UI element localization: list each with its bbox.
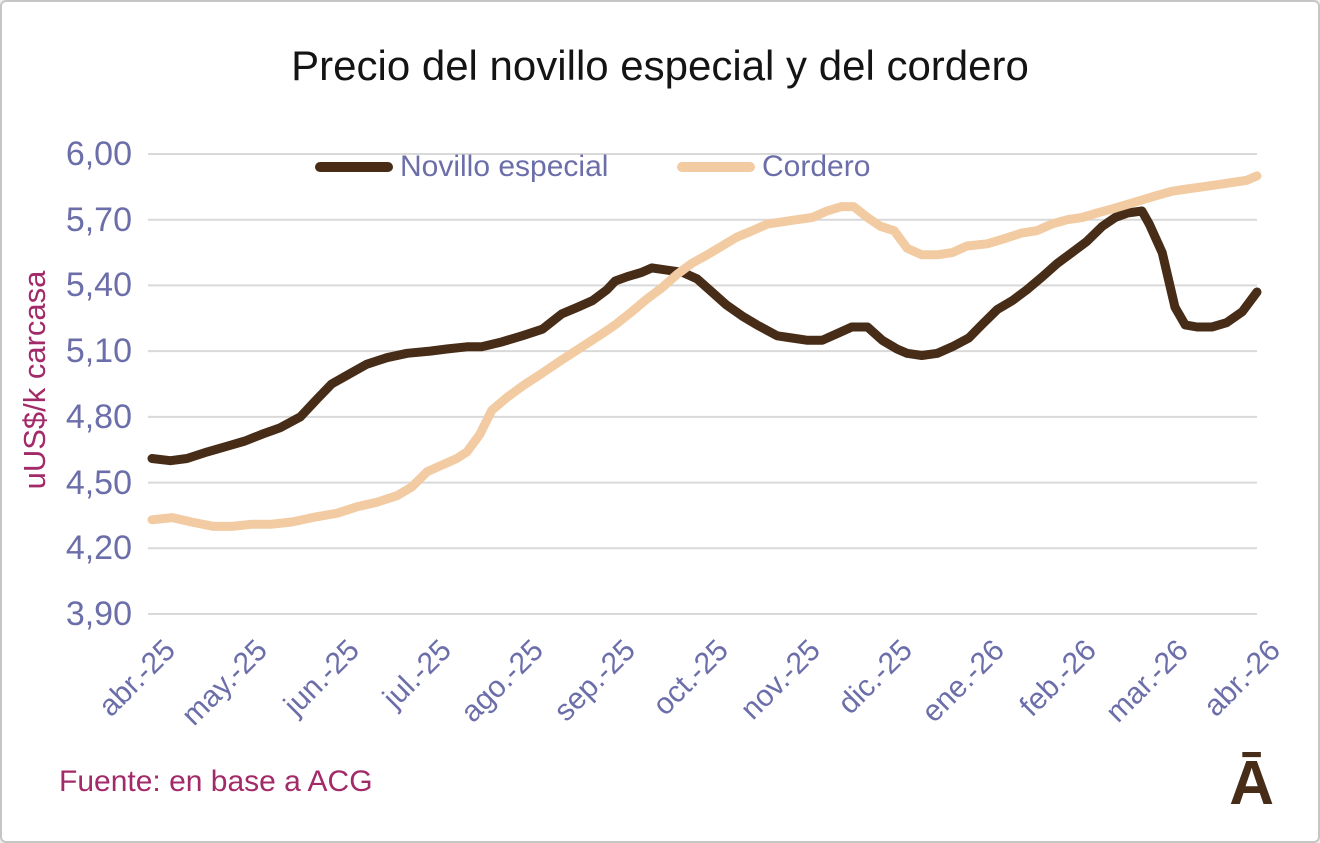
cordero-line-swatch [677,162,755,172]
legend-label-novillo-especial: Novillo especial [400,150,609,183]
novillo-especial-line-swatch [315,162,393,172]
brand-logo: Ā [1229,749,1274,818]
source-note: Fuente: en base a ACG [59,765,373,798]
chart-legend: Novillo especial Cordero [2,151,1318,183]
y-tick-label: 4,80 [65,397,132,436]
y-axis-title: uUS$/k carcasa [17,270,52,490]
chart-title: Precio del novillo especial y del corder… [291,42,1029,89]
series-line-novillo-especial [147,206,1262,466]
series-line-cordero [147,171,1262,531]
y-tick-label: 6,00 [65,135,132,173]
legend-label-cordero: Cordero [762,150,871,183]
y-tick-label: 5,40 [65,266,132,305]
y-tick-label: 5,70 [65,200,132,239]
legend-item-novillo-especial: Novillo especial [315,151,608,183]
y-tick-label: 4,50 [65,463,132,502]
legend-item-cordero: Cordero [677,151,870,183]
y-tick-label: 5,10 [65,332,132,371]
y-tick-label: 3,90 [65,595,132,633]
y-tick-label: 4,20 [65,529,132,568]
